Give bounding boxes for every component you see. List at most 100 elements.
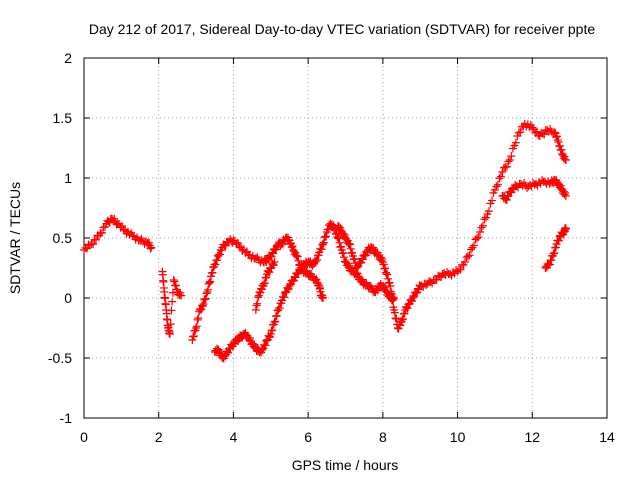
series-track-6: [334, 120, 570, 333]
x-tick-label: 12: [524, 429, 540, 445]
data-point: [214, 252, 223, 260]
data-point: [560, 190, 569, 199]
data-point: [484, 207, 493, 216]
data-point: [294, 269, 303, 278]
y-tick-label: -0.5: [48, 350, 72, 366]
data-points: [80, 120, 570, 363]
data-point: [388, 296, 397, 305]
data-point: [258, 346, 267, 355]
data-point: [147, 243, 156, 252]
data-point: [167, 306, 176, 315]
data-point: [551, 243, 560, 252]
y-tick-label: 2: [64, 50, 72, 66]
data-point: [400, 309, 409, 318]
data-point: [422, 281, 431, 290]
data-point: [387, 287, 396, 296]
y-tick-label: 1.5: [53, 110, 73, 126]
data-point: [194, 314, 203, 323]
data-point: [390, 308, 399, 317]
data-point: [386, 282, 395, 290]
data-point: [165, 330, 174, 338]
data-point: [205, 278, 214, 287]
data-point: [119, 225, 128, 234]
data-point: [272, 245, 281, 254]
x-tick-label: 2: [155, 429, 163, 445]
data-point: [206, 277, 215, 286]
y-tick-labels: -1 -0.5 0 0.5 1 1.5 2: [48, 50, 72, 426]
data-point: [511, 138, 520, 147]
data-point: [467, 245, 476, 254]
data-point: [493, 180, 502, 189]
data-point: [252, 301, 261, 310]
data-point: [262, 273, 271, 282]
x-axis-label: GPS time / hours: [292, 457, 399, 473]
data-point: [166, 320, 175, 329]
data-point: [547, 256, 556, 265]
data-point: [256, 288, 265, 297]
data-point: [254, 293, 263, 302]
data-point: [557, 145, 566, 154]
data-point: [387, 289, 396, 298]
data-point: [507, 152, 516, 161]
data-point: [311, 258, 320, 266]
data-point: [456, 265, 465, 274]
data-point: [496, 172, 505, 181]
data-point: [91, 235, 100, 244]
data-point: [339, 248, 348, 257]
data-point: [188, 336, 197, 344]
data-point: [532, 127, 541, 136]
data-point: [97, 228, 106, 237]
data-point: [221, 241, 230, 250]
data-point: [212, 256, 221, 265]
data-point: [508, 185, 517, 194]
data-point: [288, 242, 297, 251]
data-point: [561, 192, 570, 200]
data-point: [350, 254, 359, 263]
data-point: [266, 330, 275, 338]
data-point: [289, 276, 298, 285]
data-point: [251, 306, 260, 314]
data-point: [169, 276, 178, 284]
data-point: [88, 240, 97, 249]
data-point: [100, 222, 109, 231]
data-point: [561, 156, 570, 164]
x-tick-label: 10: [450, 429, 466, 445]
series-track-8: [541, 223, 570, 272]
series-track-4: [210, 219, 399, 363]
data-point: [385, 278, 394, 287]
data-point: [211, 260, 220, 269]
data-point: [189, 332, 198, 341]
data-point: [319, 240, 328, 248]
data-point: [361, 251, 370, 260]
data-point: [391, 314, 400, 323]
data-point: [203, 288, 212, 296]
data-point: [253, 299, 262, 308]
data-point: [313, 256, 322, 265]
data-point: [550, 249, 559, 258]
data-point: [348, 248, 357, 257]
data-point: [474, 233, 483, 242]
axis-ticks: [83, 57, 608, 419]
data-point: [487, 196, 496, 205]
data-point: [275, 304, 284, 313]
data-point: [502, 196, 511, 205]
data-point: [294, 256, 303, 265]
data-point: [224, 348, 233, 357]
y-tick-label: 0.5: [53, 230, 73, 246]
data-point: [197, 305, 206, 314]
data-point: [470, 241, 479, 250]
data-point: [333, 233, 342, 242]
data-point: [280, 288, 289, 297]
data-point: [199, 300, 208, 308]
data-point: [270, 258, 279, 266]
data-point: [475, 228, 484, 236]
data-point: [340, 253, 349, 262]
x-tick-label: 6: [304, 429, 312, 445]
data-point: [170, 277, 179, 286]
data-point: [381, 268, 390, 277]
y-axis-label: SDTVAR / TECUs: [7, 182, 23, 294]
data-point: [504, 157, 513, 166]
data-point: [465, 251, 474, 260]
data-point: [346, 244, 355, 253]
data-point: [242, 247, 251, 256]
